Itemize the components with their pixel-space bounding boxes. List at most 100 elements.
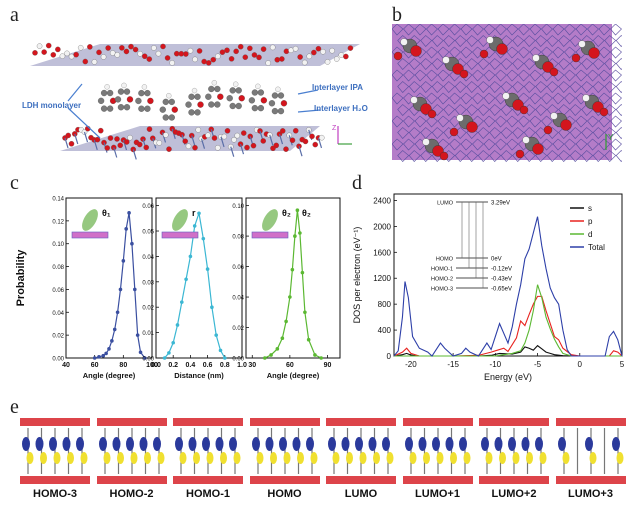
c-xtick-label: 0.6 <box>203 362 213 369</box>
atom <box>171 106 178 113</box>
c-inset-label: θ₂ <box>282 208 291 218</box>
atom <box>233 81 239 87</box>
lattice-cell <box>541 92 553 105</box>
panel-e-orbitals: HOMO-3 HOMO-2 HOMO-1 HOMO LUMO LUMO+1 LUMO+2 LU… <box>20 418 629 507</box>
panel-c-svg: Probability 0.00 0.02 0.04 0.06 0.08 0.10 0.12 0… <box>15 197 341 380</box>
c-point <box>167 351 171 355</box>
atom <box>183 51 189 57</box>
atom <box>73 51 79 58</box>
atom <box>117 142 124 149</box>
atom <box>297 54 303 60</box>
c-point <box>97 355 101 359</box>
atom <box>301 59 308 66</box>
lattice-cell <box>443 35 456 47</box>
atom <box>280 100 288 107</box>
c-xtick-label: 30 <box>248 362 256 369</box>
bond <box>191 135 196 146</box>
lattice-cell <box>598 69 611 82</box>
c-point <box>101 353 106 358</box>
orbital-image <box>249 418 320 484</box>
lattice-cell <box>610 138 622 151</box>
orbital-top-layer <box>555 418 626 426</box>
orbital-lobe-blue <box>445 437 453 451</box>
atom <box>68 141 75 147</box>
lattice-cell <box>460 46 473 59</box>
atom <box>166 93 172 99</box>
lattice-cell <box>592 127 605 139</box>
atom <box>271 92 279 99</box>
d-ytick-label: 400 <box>378 326 392 335</box>
c-point <box>263 356 267 360</box>
c-ytick-label: 0.14 <box>52 197 64 203</box>
lattice-cell <box>426 69 438 82</box>
lattice-cell <box>437 92 450 105</box>
lattice-cell <box>564 92 576 105</box>
bond <box>278 133 284 145</box>
lattice-cell <box>449 23 461 36</box>
c-point <box>138 350 143 355</box>
c-xtick-label: 40 <box>62 362 70 369</box>
lattice-cell <box>483 115 496 128</box>
atom <box>228 56 235 62</box>
orbital-lobe-blue <box>611 437 620 451</box>
atom <box>196 48 203 54</box>
atom <box>117 104 125 111</box>
c-point <box>298 231 302 235</box>
atom <box>87 44 93 50</box>
atom <box>208 101 215 108</box>
orbital-bottom-layer <box>326 476 396 484</box>
atom <box>104 84 110 90</box>
lattice-cell <box>408 127 421 139</box>
orbital-top-layer <box>326 418 396 426</box>
c-ytick-label: 0.00 <box>232 357 244 363</box>
lattice-cell <box>431 127 444 139</box>
orbital-label: HOMO <box>267 488 302 500</box>
orbital-lobe-yellow <box>346 452 353 464</box>
c-point <box>210 305 214 310</box>
atom <box>224 128 231 134</box>
orbital-lobe-blue <box>215 437 224 451</box>
orbital-lobe-yellow <box>26 452 34 464</box>
orbital-lobe-yellow <box>310 452 317 464</box>
water-oxygen <box>599 107 609 117</box>
atom <box>255 83 261 89</box>
c-point <box>214 333 218 337</box>
orbital-lobe-blue <box>139 437 147 451</box>
atom <box>135 97 142 105</box>
orbital-lobe-yellow <box>116 452 124 464</box>
d-ytick-label: 2000 <box>373 222 391 231</box>
atom <box>279 56 285 62</box>
lattice-cell <box>587 138 599 151</box>
orbital-label: HOMO-1 <box>186 488 230 500</box>
atom <box>162 114 169 121</box>
lattice-cell <box>500 150 513 162</box>
atom <box>109 50 116 56</box>
c-ytick-label: 0.04 <box>232 296 244 302</box>
ldh-monolayer-label: LDH monolayer <box>22 101 81 110</box>
atom <box>65 132 72 139</box>
lattice-cell <box>454 104 467 116</box>
c-point <box>303 310 307 315</box>
c-ytick-label: 0.00 <box>52 357 64 363</box>
c-point <box>171 340 175 345</box>
lattice-cell <box>604 127 617 139</box>
lattice-cell <box>420 81 433 93</box>
panel-b-structure: Y <box>391 23 628 164</box>
molecule-hydrogen <box>410 96 418 104</box>
atom <box>123 104 131 111</box>
lattice-cell <box>615 35 628 47</box>
lattice-cell <box>472 92 484 105</box>
lattice-cell <box>506 138 519 151</box>
d-inset-value: -0.12eV <box>491 267 512 273</box>
atom <box>320 48 326 55</box>
atom <box>94 136 101 143</box>
atom <box>126 96 134 103</box>
orbital-lobe-yellow <box>409 452 416 464</box>
atom <box>260 46 267 52</box>
lattice-cell <box>615 58 628 70</box>
ldh-arrow-1 <box>67 83 83 102</box>
axis-z-label: Z <box>332 125 337 132</box>
panel-a-svg: LDH monolayer Interlayer IPA Interlayer … <box>22 42 368 160</box>
lattice-cell <box>615 127 628 139</box>
orbital-lobe-yellow <box>103 452 110 464</box>
